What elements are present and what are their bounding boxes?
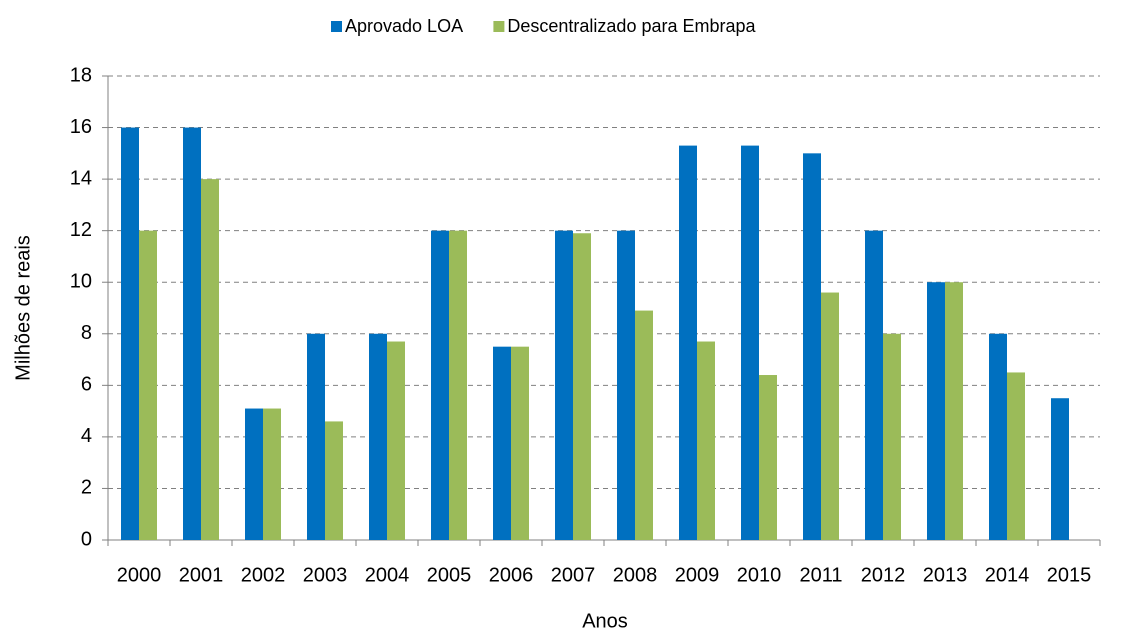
x-tick-label: 2015 [1047,564,1092,586]
bar [803,153,821,541]
bar [121,127,139,541]
y-tick-label: 10 [70,271,92,293]
bar [431,230,449,540]
y-axis-label: Milhões de reais [12,235,34,381]
y-tick-label: 0 [81,528,92,550]
bar [1007,372,1025,540]
x-tick-label: 2012 [861,564,906,586]
y-tick-label: 16 [70,116,92,138]
bar [511,346,529,540]
bar [369,333,387,540]
x-tick-label: 2011 [799,564,842,586]
bar [635,310,653,540]
x-tick-label: 2006 [489,564,534,586]
y-tick-label: 18 [70,64,92,86]
x-tick-label: 2001 [179,564,224,586]
x-tick-label: 2013 [923,564,968,586]
bar [573,233,591,540]
bar [555,230,573,540]
bar [617,230,635,540]
bar [821,292,839,540]
bar [387,341,405,540]
y-tick-label: 12 [70,219,92,241]
legend-swatch [493,21,505,32]
y-tick-label: 2 [81,477,92,499]
bar [697,341,715,540]
y-tick-label: 8 [81,322,92,344]
bar [263,408,281,540]
bar [245,408,263,540]
legend-label: Aprovado LOA [345,16,463,36]
y-tick-label: 14 [70,167,92,189]
y-tick-label: 6 [81,374,92,396]
bar [449,230,467,540]
bar [927,282,945,540]
x-tick-label: 2007 [551,564,596,586]
x-tick-label: 2004 [365,564,410,586]
bar [741,145,759,540]
bar [989,333,1007,540]
x-tick-label: 2008 [613,564,658,586]
x-tick-label: 2000 [117,564,162,586]
bar [945,282,963,540]
x-tick-label: 2014 [985,564,1030,586]
bar [183,127,201,541]
legend-swatch [331,21,342,32]
bar [201,179,219,540]
x-tick-label: 2009 [675,564,720,586]
x-tick-label: 2003 [303,564,348,586]
bar [679,145,697,540]
x-tick-label: 2002 [241,564,286,586]
bar [493,346,511,540]
x-tick-label: 2005 [427,564,472,586]
bar [325,421,343,540]
x-axis-label: Anos [582,610,628,630]
x-tick-label: 2010 [737,564,782,586]
bar [865,230,883,540]
bar [139,230,157,540]
legend-label: Descentralizado para Embrapa [507,16,756,36]
bar [307,333,325,540]
bar [759,375,777,540]
bar [1051,398,1069,540]
y-tick-label: 4 [81,425,92,447]
bar [883,333,901,540]
